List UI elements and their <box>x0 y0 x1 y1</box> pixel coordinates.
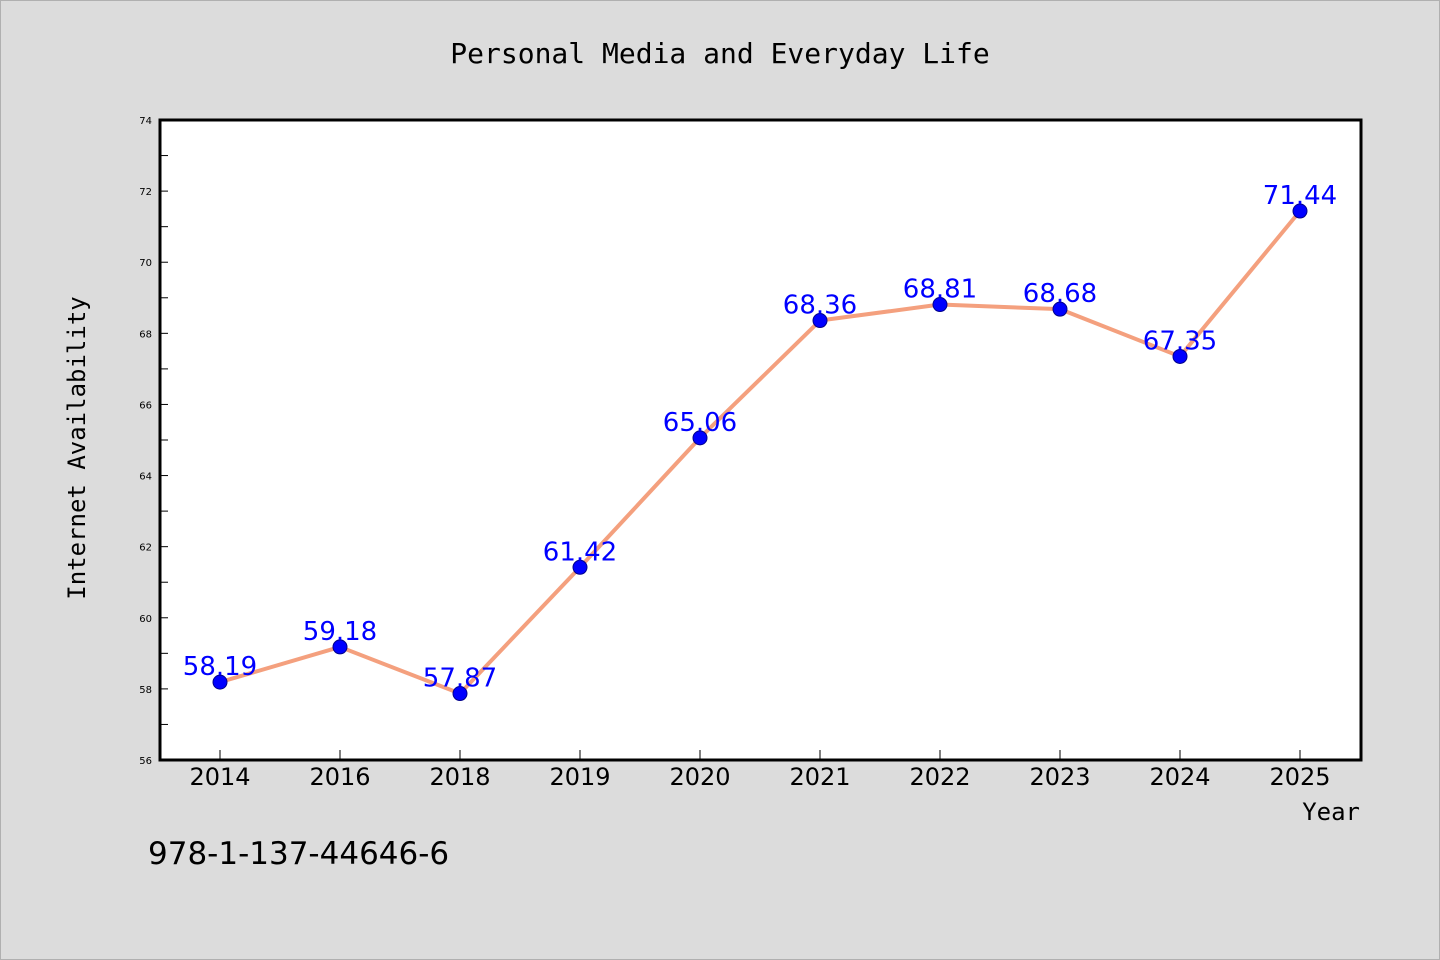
data-label: 68.36 <box>783 291 857 321</box>
x-tick-label: 2016 <box>309 763 370 791</box>
y-tick-label: 74 <box>139 116 152 127</box>
data-point <box>812 313 828 329</box>
x-tick-label: 2020 <box>669 763 730 791</box>
data-point <box>692 430 708 446</box>
data-label: 61.42 <box>543 537 617 567</box>
y-axis-label: Internet Availability <box>63 296 91 599</box>
data-label: 58.19 <box>183 652 257 682</box>
data-point <box>1172 348 1188 364</box>
data-label: 57.87 <box>423 664 497 694</box>
x-tick-label: 2025 <box>1269 763 1330 791</box>
chart-title: Personal Media and Everyday Life <box>450 37 989 70</box>
y-tick-label: 60 <box>139 614 152 625</box>
y-tick-label: 68 <box>139 329 152 340</box>
plot-area <box>160 120 1361 760</box>
data-point <box>932 297 948 313</box>
data-label: 68.68 <box>1023 279 1097 309</box>
y-tick-label: 56 <box>139 756 152 767</box>
data-point <box>452 686 468 702</box>
data-point <box>212 674 228 690</box>
data-label: 71.44 <box>1263 181 1337 211</box>
x-axis-ticks: 2014 2016 2018 2019 2020 2021 2022 2023 2024 2025 <box>189 750 1331 791</box>
data-markers <box>212 203 1308 702</box>
data-label: 65.06 <box>663 408 737 438</box>
x-tick-label: 2024 <box>1149 763 1210 791</box>
y-axis-ticks: 56 58 60 62 64 66 68 70 72 74 <box>139 116 168 767</box>
data-label: 59.18 <box>303 617 377 647</box>
x-tick-label: 2014 <box>189 763 250 791</box>
plot-border <box>158 118 1363 762</box>
data-point <box>1292 203 1308 219</box>
data-label: 67.35 <box>1143 326 1217 356</box>
x-tick-label: 2019 <box>549 763 610 791</box>
x-tick-label: 2022 <box>909 763 970 791</box>
data-point <box>332 639 348 655</box>
data-point <box>1052 301 1068 317</box>
x-tick-label: 2018 <box>429 763 490 791</box>
y-tick-label: 66 <box>139 400 152 411</box>
y-tick-label: 58 <box>139 685 152 696</box>
x-tick-label: 2023 <box>1029 763 1090 791</box>
y-tick-label: 70 <box>139 258 152 269</box>
data-label: 68.81 <box>903 275 977 305</box>
series-line <box>218 209 1302 696</box>
y-tick-label: 62 <box>139 543 152 554</box>
y-tick-label: 72 <box>139 187 152 198</box>
data-labels: 58.19 59.18 57.87 61.42 65.06 68.36 68.81 68.68… <box>183 181 1337 693</box>
isbn-text: 978-1-137-44646-6 <box>148 836 449 872</box>
y-tick-label: 64 <box>139 472 152 483</box>
x-axis-label: Year <box>1302 798 1360 826</box>
x-tick-label: 2021 <box>789 763 850 791</box>
data-point <box>572 559 588 575</box>
